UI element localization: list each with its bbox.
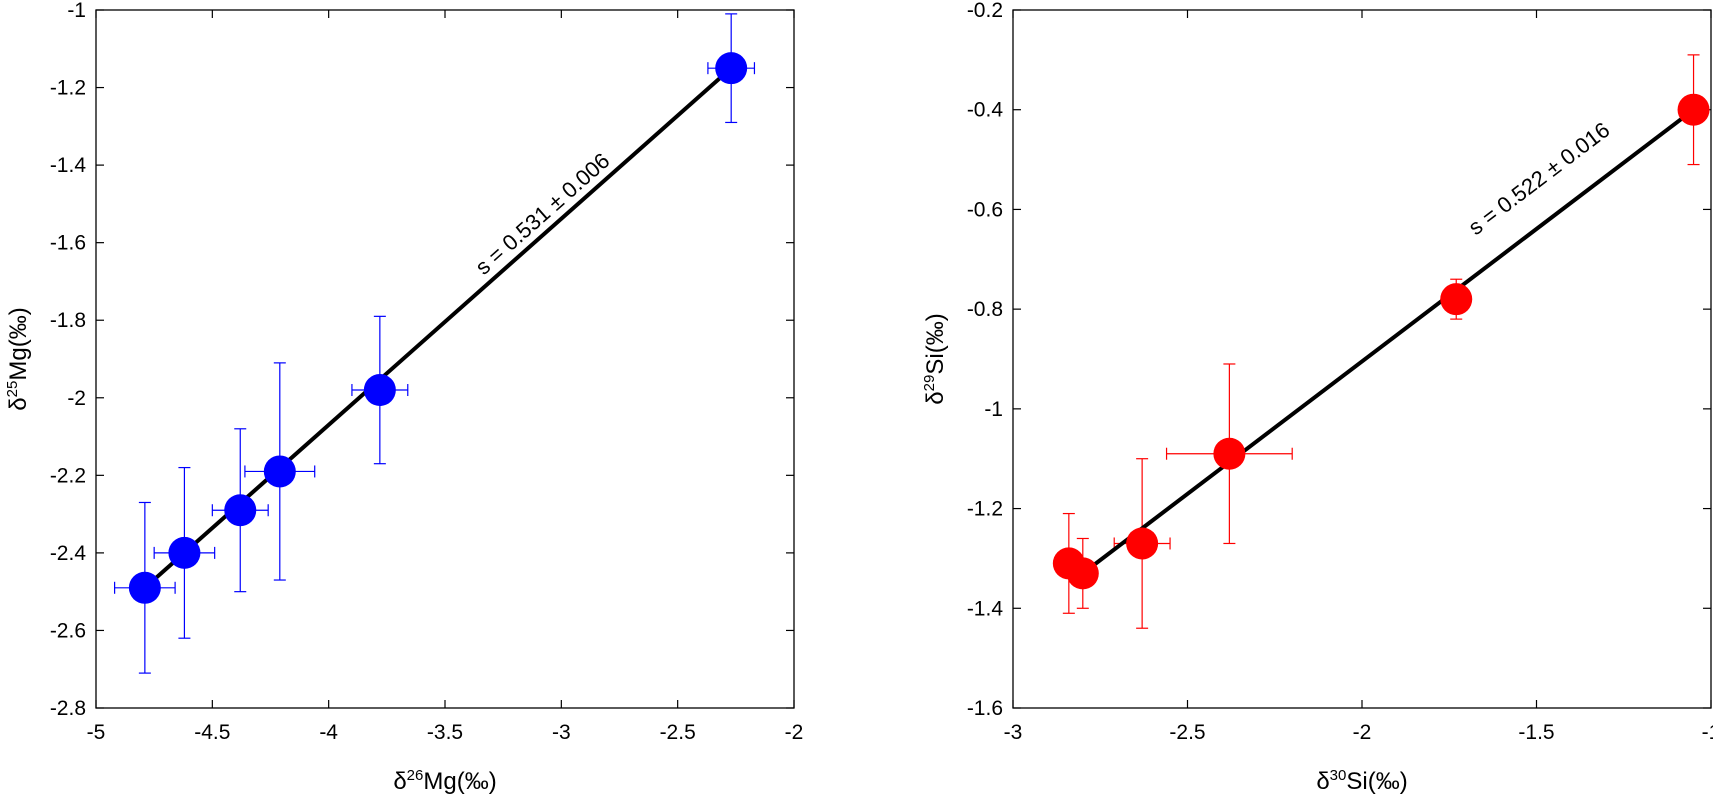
x-tick-label: -2 bbox=[785, 721, 804, 744]
mg-y-axis-label: δ25Mg(‰) bbox=[4, 307, 32, 410]
si-y-axis-label-suffix: Si(‰) bbox=[922, 313, 949, 374]
x-tick-label: -4.5 bbox=[194, 721, 230, 744]
y-tick-label: -1.6 bbox=[50, 232, 86, 255]
si-x-axis-label-suffix: Si(‰) bbox=[1346, 768, 1407, 795]
mg-x-axis-label-sup: 26 bbox=[407, 767, 424, 784]
y-tick-label: -0.8 bbox=[967, 298, 1003, 321]
y-tick-label: -0.6 bbox=[967, 198, 1003, 221]
data-point bbox=[363, 374, 396, 407]
y-tick-label: -1.6 bbox=[967, 697, 1003, 720]
y-tick-label: -1 bbox=[67, 0, 86, 22]
data-point bbox=[1213, 437, 1246, 470]
x-tick-label: -2.5 bbox=[660, 721, 696, 744]
y-tick-label: -2 bbox=[67, 387, 86, 410]
si-y-axis-label-sup: 29 bbox=[921, 375, 938, 392]
mg-isotope-panel: -5 -4.5 -4 -3.5 -3 -2.5 -2 -1 -1.2 -1.4 -1.6 -1.8 -2… bbox=[4, 0, 803, 795]
y-tick-label: -2.4 bbox=[50, 542, 87, 565]
y-tick-label: -1.2 bbox=[50, 77, 86, 100]
mg-y-axis-label-sup: 25 bbox=[4, 381, 21, 398]
x-tick-label: -3 bbox=[552, 721, 571, 744]
si-x-axis-label: δ30Si(‰) bbox=[1316, 767, 1407, 795]
data-point bbox=[128, 571, 161, 604]
y-tick-label: -1 bbox=[984, 398, 1003, 421]
data-point bbox=[715, 52, 748, 85]
x-tick-label: -5 bbox=[87, 721, 106, 744]
x-tick-label: -1 bbox=[1702, 721, 1713, 744]
mg-plot-frame bbox=[95, 9, 795, 709]
y-tick-label: -0.4 bbox=[967, 99, 1004, 122]
mg-y-axis-label-prefix: δ bbox=[5, 397, 32, 410]
data-point bbox=[1066, 557, 1099, 590]
x-tick-label: -3 bbox=[1004, 721, 1023, 744]
data-point bbox=[263, 455, 296, 488]
data-point bbox=[1677, 93, 1710, 126]
y-tick-label: -2.8 bbox=[50, 697, 86, 720]
y-tick-label: -2.2 bbox=[50, 464, 86, 487]
data-point bbox=[1126, 527, 1159, 560]
si-y-axis-label-prefix: δ bbox=[922, 391, 949, 404]
si-isotope-panel: -3 -2.5 -2 -1.5 -1 -0.2 -0.4 -0.6 -0.8 -1 -1.2 -1.4… bbox=[921, 0, 1713, 795]
slope-annotation: s = 0.522 ± 0.016 bbox=[1463, 117, 1614, 240]
si-y-axis-label: δ29Si(‰) bbox=[921, 313, 949, 404]
x-tick-label: -1.5 bbox=[1518, 721, 1554, 744]
y-tick-label: -1.4 bbox=[50, 154, 87, 177]
si-x-axis-label-sup: 30 bbox=[1330, 767, 1347, 784]
regression-line bbox=[1081, 108, 1695, 575]
x-tick-label: -4 bbox=[319, 721, 338, 744]
slope-annotation: s = 0.531 ± 0.006 bbox=[470, 148, 614, 280]
mg-y-axis-label-suffix: Mg(‰) bbox=[5, 307, 32, 380]
data-point bbox=[168, 536, 201, 569]
y-tick-label: -1.2 bbox=[967, 498, 1003, 521]
mg-x-axis-label-suffix: Mg(‰) bbox=[423, 768, 496, 795]
si-x-axis-label-prefix: δ bbox=[1316, 768, 1329, 795]
mg-x-axis-label: δ26Mg(‰) bbox=[393, 767, 496, 795]
mg-x-axis-label-prefix: δ bbox=[393, 768, 406, 795]
y-tick-label: -0.2 bbox=[967, 0, 1003, 22]
y-tick-label: -1.8 bbox=[50, 309, 86, 332]
y-tick-label: -1.4 bbox=[967, 597, 1004, 620]
y-tick-label: -2.6 bbox=[50, 619, 86, 642]
x-tick-label: -2.5 bbox=[1169, 721, 1205, 744]
x-tick-label: -2 bbox=[1353, 721, 1372, 744]
data-point bbox=[224, 494, 257, 527]
x-tick-label: -3.5 bbox=[427, 721, 463, 744]
data-point bbox=[1440, 283, 1473, 316]
